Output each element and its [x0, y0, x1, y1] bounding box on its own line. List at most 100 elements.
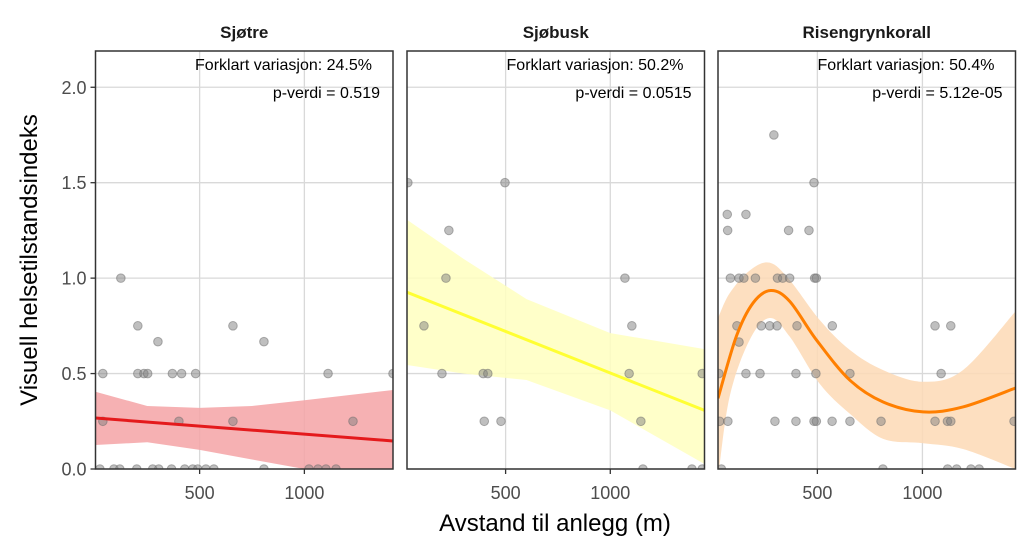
data-point [228, 416, 238, 427]
data-point [772, 321, 782, 331]
data-point [827, 416, 837, 427]
data-point [804, 225, 814, 236]
data-point [95, 464, 105, 469]
data-point [441, 273, 451, 283]
data-point [942, 464, 953, 469]
data-point [479, 416, 490, 427]
panel-border [717, 50, 1017, 470]
annotation-p-value: p-verdi = 0.0515 [575, 85, 691, 102]
annotation-explained-variation: Forklart variasjon: 50.2% [507, 57, 684, 74]
facet-title: Risengrynkorall [803, 23, 932, 42]
confidence-ribbon [95, 389, 393, 469]
confidence-ribbon [407, 219, 705, 465]
x-tick-label: 500 [491, 483, 521, 503]
data-point [930, 416, 940, 427]
x-tick-label: 1000 [284, 483, 324, 503]
data-point [131, 464, 142, 469]
facet-title: Sjøbusk [523, 23, 590, 42]
data-point [687, 464, 697, 469]
x-tick-label: 500 [185, 483, 215, 503]
y-tick-label: 1.0 [61, 269, 86, 289]
panel-3: Risengrynkorall Forklart variasjon: 50.4%… [717, 23, 1017, 503]
data-point [718, 416, 725, 427]
data-point [115, 464, 125, 469]
data-point [636, 416, 646, 427]
data-point [259, 336, 269, 347]
x-axis-title: Avstand til anlegg (m) [439, 510, 671, 537]
data-point [323, 368, 333, 379]
plot-area [407, 177, 705, 469]
data-point [876, 416, 886, 427]
panel-1: Sjøtre Forklart variasjon: 24.5% p-verdi =… [61, 23, 394, 503]
data-point [827, 321, 838, 331]
data-point [811, 368, 821, 379]
x-tick-label: 1000 [902, 483, 942, 503]
data-point [741, 368, 751, 379]
panel-2: Sjøbusk Forklart variasjon: 50.2% p-verdi … [406, 23, 706, 503]
data-point [166, 464, 177, 469]
annotation-explained-variation: Forklart variasjon: 50.4% [818, 57, 995, 74]
data-point [725, 273, 736, 283]
data-point [755, 368, 765, 379]
data-point [770, 416, 780, 427]
data-point [791, 416, 801, 427]
data-point [951, 464, 962, 469]
data-point [348, 416, 358, 427]
data-point [811, 416, 822, 427]
panel-border [406, 50, 706, 470]
data-point [313, 464, 323, 469]
data-point [190, 368, 201, 379]
data-point [723, 416, 733, 427]
data-point [153, 336, 163, 347]
data-point [304, 464, 314, 469]
data-point [697, 368, 705, 379]
data-point [945, 416, 956, 427]
data-point [167, 368, 178, 379]
data-point [321, 464, 331, 469]
y-axis-title: Visuell helsetilstandsindeks [16, 114, 43, 406]
data-point [966, 464, 976, 469]
annotation-explained-variation: Forklart variasjon: 24.5% [195, 57, 372, 74]
annotation-p-value: p-verdi = 0.519 [273, 85, 380, 102]
data-point [718, 368, 724, 379]
data-point [133, 321, 143, 331]
data-point [809, 177, 819, 188]
data-point [722, 209, 733, 220]
data-point [878, 464, 888, 469]
data-point [192, 464, 203, 469]
confidence-ribbon [718, 262, 1016, 469]
fit-line [407, 290, 705, 412]
data-point [483, 368, 493, 379]
data-point [496, 416, 506, 427]
y-tick-label: 1.5 [61, 173, 86, 193]
data-point [331, 464, 341, 469]
data-point [444, 225, 454, 236]
fit-line [95, 416, 393, 443]
data-point [930, 321, 940, 331]
data-point [936, 368, 946, 379]
data-point [783, 225, 794, 236]
data-point [791, 368, 801, 379]
y-tick-label: 0.0 [61, 460, 86, 480]
data-point [627, 321, 637, 331]
data-point [784, 273, 795, 283]
data-point [718, 464, 727, 469]
data-point [624, 368, 634, 379]
data-point [388, 368, 393, 379]
annotation-p-value: p-verdi = 5.12e-05 [872, 85, 1002, 102]
data-point [437, 368, 447, 379]
data-point [259, 464, 269, 469]
data-point [620, 273, 630, 283]
data-point [116, 273, 126, 283]
data-point [739, 273, 749, 283]
data-point [638, 464, 648, 469]
y-tick-label: 0.5 [61, 364, 86, 384]
data-point [756, 321, 767, 331]
data-point [407, 177, 413, 188]
data-point [176, 368, 187, 379]
data-point [811, 273, 822, 283]
data-point [209, 464, 219, 469]
data-point [845, 368, 855, 379]
data-point [741, 209, 751, 220]
